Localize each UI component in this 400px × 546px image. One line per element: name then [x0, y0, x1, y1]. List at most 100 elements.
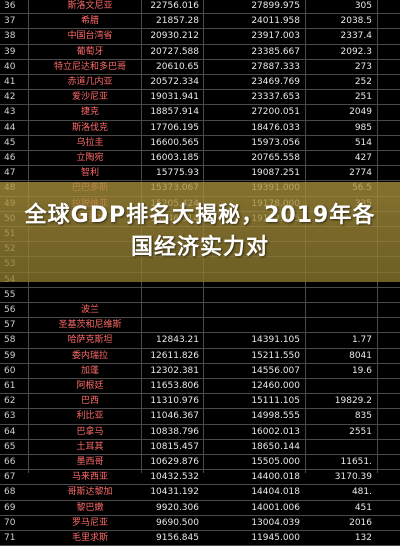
- rank-cell: 67: [4, 472, 16, 483]
- ppp-per-capita-cell: 15973.056: [251, 137, 300, 148]
- country-cell: 希腊: [80, 16, 99, 27]
- row-divider: [0, 469, 400, 471]
- row-divider: [0, 454, 400, 455]
- gdp-total-cell: 1.77: [351, 335, 372, 346]
- gdp-per-capita-cell: 20930.212: [150, 31, 199, 42]
- ppp-per-capita-cell: 23917.003: [251, 31, 300, 42]
- gdp-total-cell: 251: [354, 92, 372, 103]
- gdp-total-cell: 19.6: [351, 365, 372, 376]
- rank-cell: 60: [4, 365, 16, 376]
- country-cell: 圣基茨和尼维斯: [58, 320, 122, 331]
- gdp-per-capita-cell: 10431.192: [150, 487, 199, 498]
- table-row: 42 爱沙尼亚 19031.941 23337.653 251: [0, 90, 400, 105]
- country-cell: 哥斯达黎加: [67, 487, 113, 498]
- table-row: 62 巴西 11310.976 15111.105 19829.2: [0, 394, 400, 409]
- rank-cell: 42: [4, 92, 16, 103]
- rank-cell: 39: [4, 46, 16, 57]
- row-divider: [0, 89, 400, 91]
- table-row: 44 斯洛伐克 17706.195 18476.033 985: [0, 121, 400, 136]
- country-cell: 特立尼达和多巴哥: [53, 61, 126, 72]
- rank-cell: 59: [4, 350, 16, 361]
- rank-cell: 37: [4, 16, 16, 27]
- table-row: 61 阿根廷 11653.806 12460.000: [0, 379, 400, 394]
- country-cell: 捷克: [80, 107, 99, 118]
- row-divider: [0, 332, 400, 334]
- table-row: 64 巴拿马 10838.796 16002.013 2551: [0, 425, 400, 440]
- row-divider: [0, 58, 400, 60]
- ppp-per-capita-cell: 14404.018: [251, 487, 300, 498]
- rank-cell: 62: [4, 396, 16, 407]
- rank-cell: 36: [4, 1, 16, 11]
- gdp-total-cell: 273: [354, 61, 372, 72]
- title-banner: [0, 182, 400, 282]
- gdp-total-cell: 305: [354, 1, 372, 11]
- row-divider: [0, 408, 400, 410]
- rank-cell: 71: [4, 533, 16, 543]
- country-cell: 加蓬: [80, 365, 99, 376]
- row-divider: [0, 28, 400, 30]
- row-divider: [0, 43, 400, 45]
- country-cell: 波兰: [80, 305, 99, 315]
- row-divider: [0, 423, 400, 425]
- rank-cell: 45: [4, 137, 16, 148]
- rank-cell: 55: [4, 289, 16, 300]
- ppp-per-capita-cell: 24011.958: [251, 16, 300, 27]
- table-row: 57 圣基茨和尼维斯: [0, 318, 400, 333]
- gdp-per-capita-cell: 12843.21: [156, 335, 199, 346]
- ppp-per-capita-cell: 14556.007: [251, 365, 300, 376]
- country-cell: 委内瑞拉: [71, 350, 108, 361]
- gdp-per-capita-cell: 15775.93: [156, 168, 199, 179]
- rank-cell: 38: [4, 31, 16, 42]
- rank-cell: 47: [4, 168, 16, 179]
- row-divider: [0, 302, 400, 303]
- gdp-total-cell: 481.: [351, 487, 372, 498]
- table-row: 36 斯洛文尼亚 22756.016 27899.975 305: [0, 0, 400, 14]
- gdp-total-cell: 2038.5: [340, 16, 373, 27]
- rank-cell: 58: [4, 335, 16, 346]
- gdp-per-capita-cell: 22756.016: [150, 1, 199, 11]
- row-divider: [0, 286, 400, 288]
- table-row: 60 加蓬 12302.381 14556.007 19.6: [0, 364, 400, 379]
- row-divider: [0, 180, 400, 182]
- country-cell: 毛里求斯: [71, 533, 108, 543]
- ppp-per-capita-cell: 27899.975: [251, 1, 300, 11]
- gdp-per-capita-cell: 16003.185: [150, 153, 199, 163]
- gdp-per-capita-cell: 17706.195: [150, 122, 199, 133]
- row-divider: [0, 393, 400, 395]
- gdp-total-cell: 835: [354, 411, 372, 422]
- row-divider: [0, 317, 400, 319]
- table-row: 37 希腊 21857.28 24011.958 2038.5: [0, 14, 400, 29]
- gdp-total-cell: 451: [354, 502, 372, 513]
- gdp-total-cell: 8041: [349, 350, 372, 361]
- ppp-per-capita-cell: 13004.039: [251, 517, 300, 528]
- table-row: 59 委内瑞拉 12611.826 15211.550 8041: [0, 349, 400, 364]
- ppp-per-capita-cell: 14001.006: [251, 502, 300, 513]
- rank-cell: 43: [4, 107, 16, 118]
- row-divider: [0, 134, 400, 136]
- rank-cell: 40: [4, 61, 16, 72]
- table-row: 68 哥斯达黎加 10431.192 14404.018 481.: [0, 485, 400, 500]
- table-row: 63 利比亚 11046.367 14998.555 835: [0, 409, 400, 424]
- country-cell: 葡萄牙: [76, 46, 104, 57]
- country-cell: 斯洛伐克: [71, 122, 108, 133]
- table-row: 71 毛里求斯 9156.845 11945.000 132: [0, 531, 400, 546]
- gdp-total-cell: 2774: [349, 168, 372, 179]
- table-row: 38 中国台湾省 20930.212 23917.003 2337.4: [0, 29, 400, 44]
- ppp-per-capita-cell: 20765.558: [251, 153, 300, 163]
- gdp-per-capita-cell: 19031.941: [150, 92, 199, 103]
- ppp-per-capita-cell: 18476.033: [251, 122, 300, 133]
- table-row: 40 特立尼达和多巴哥 20610.65 27887.333 273: [0, 60, 400, 75]
- row-divider: [0, 438, 400, 440]
- row-divider: [0, 362, 400, 364]
- row-divider: [0, 150, 400, 151]
- gdp-per-capita-cell: 9920.306: [156, 502, 199, 513]
- rank-cell: 46: [4, 153, 16, 163]
- rank-cell: 57: [4, 320, 16, 331]
- gdp-per-capita-cell: 20572.334: [150, 77, 199, 87]
- gdp-per-capita-cell: 12302.381: [150, 365, 199, 376]
- ppp-per-capita-cell: 14391.105: [251, 335, 300, 346]
- gdp-total-cell: 2016: [349, 517, 372, 528]
- rank-cell: 69: [4, 502, 16, 513]
- gdp-total-cell: 2337.4: [340, 31, 373, 42]
- country-cell: 黎巴嫩: [76, 502, 104, 513]
